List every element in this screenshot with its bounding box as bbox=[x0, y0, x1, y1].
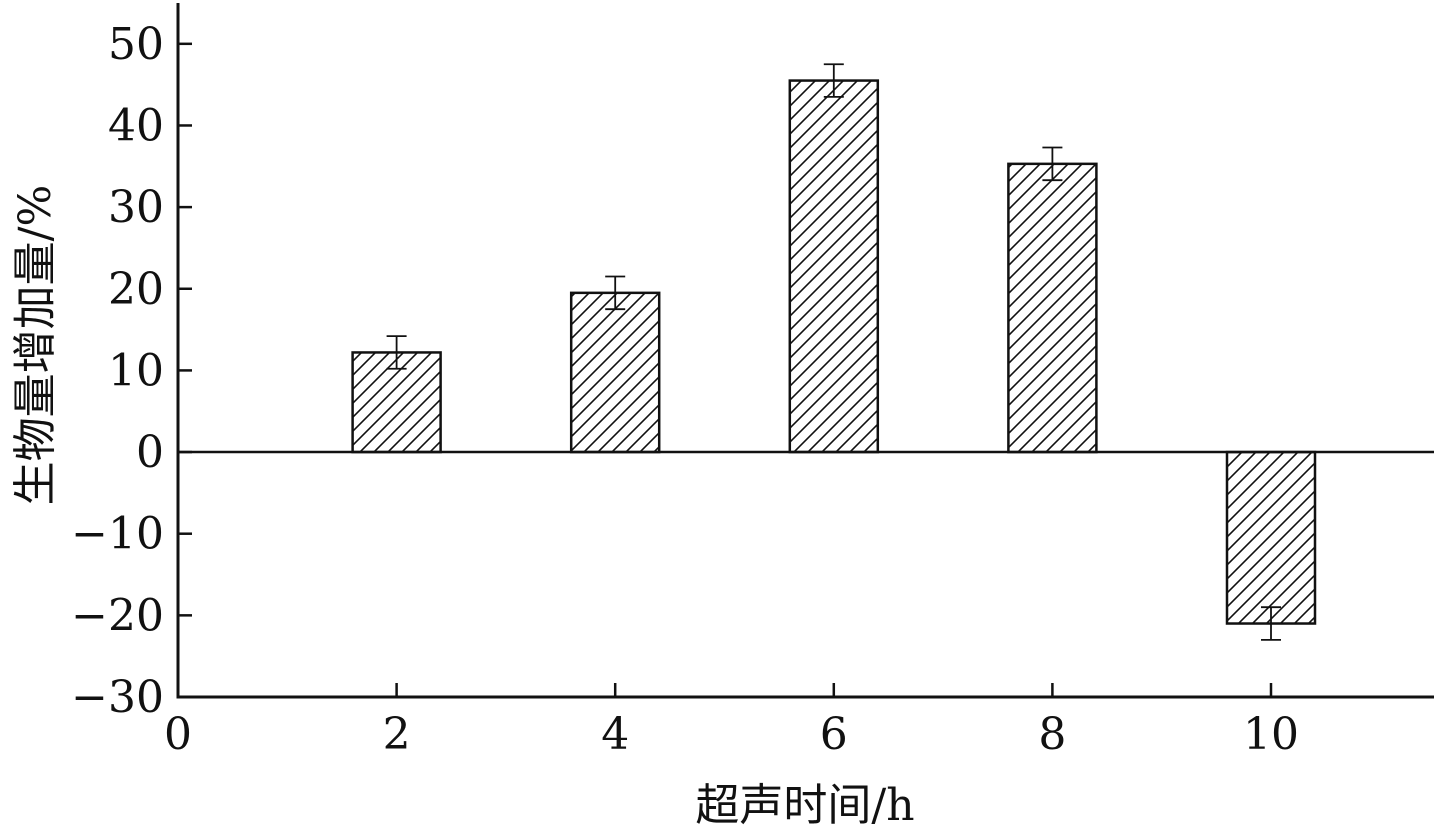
y-tick-label--20: −20 bbox=[71, 590, 164, 641]
x-tick-label-8: 8 bbox=[1038, 709, 1066, 760]
bar-6 bbox=[788, 79, 880, 454]
bar-8 bbox=[1007, 162, 1098, 454]
x-tick-label-10: 10 bbox=[1243, 709, 1299, 760]
y-tick-label-10: 10 bbox=[108, 345, 164, 396]
x-tick-label-0: 0 bbox=[164, 709, 192, 760]
x-tick-label-4: 4 bbox=[601, 709, 629, 760]
x-tick-label-6: 6 bbox=[820, 709, 848, 760]
bar-10 bbox=[1225, 450, 1317, 625]
x-axis-title: 超声时间/h bbox=[695, 780, 914, 829]
y-tick-label-30: 30 bbox=[108, 182, 164, 233]
y-tick-label-40: 40 bbox=[108, 100, 164, 151]
bar-4 bbox=[569, 291, 661, 454]
plot-area: −30 −20 −10 0 10 20 30 40 50 0 2 4 6 8 10 bbox=[71, 3, 1434, 760]
y-tick-label--10: −10 bbox=[71, 509, 164, 560]
y-axis-title: 生物量增加量/% bbox=[10, 185, 61, 506]
y-tick-label-20: 20 bbox=[108, 264, 164, 315]
y-tick-label--30: −30 bbox=[71, 672, 164, 723]
y-tick-label-50: 50 bbox=[108, 19, 164, 70]
y-tick-label-0: 0 bbox=[136, 427, 164, 478]
x-tick-label-2: 2 bbox=[383, 709, 411, 760]
